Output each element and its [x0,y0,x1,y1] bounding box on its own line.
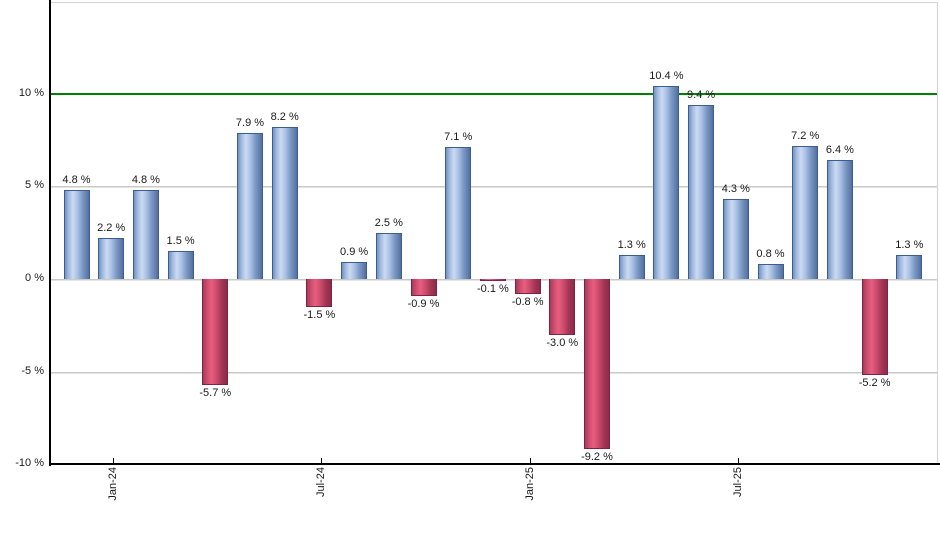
bar-value-label: 8.2 % [270,111,299,124]
gridline-shadow [50,372,937,374]
bar [688,104,715,279]
bar [98,238,125,279]
y-tick-label: 5 % [25,179,44,192]
bar [653,86,680,279]
bar-value-label: 7.2 % [791,129,820,142]
bar [237,132,263,279]
bar [792,145,819,279]
x-tick-mark [737,458,739,464]
bar [202,279,229,385]
bar-value-label: 4.8 % [62,174,91,187]
bar-value-label: 1.3 % [617,238,646,251]
bar-value-label: -0.1 % [476,283,509,295]
bar [549,279,576,335]
bar-value-label: 4.8 % [131,174,160,187]
bar [861,279,888,376]
x-tick-label: Jul-25 [731,467,744,497]
bar-value-label: 0.8 % [756,248,785,261]
y-tick-label: -10 % [15,457,44,470]
x-tick-label: Jan-25 [523,467,536,501]
x-tick-mark [529,458,531,464]
plot-area: 4.8 % 2.2 % 4.8 % 1.5 % -5.7 % 7.9 % 8.2 % -1.5… [50,2,938,465]
bar [618,254,645,279]
bar [757,264,784,279]
bar [271,127,298,279]
bar-value-label: 6.4 % [825,144,854,157]
bar-value-label: 1.5 % [166,235,195,248]
bar [341,262,368,279]
bar [584,279,610,450]
bar [375,232,402,279]
bar [63,190,90,279]
bar-value-label: -0.9 % [407,297,440,310]
bar-value-label: 2.2 % [97,222,126,235]
bar [306,279,333,307]
bar [167,251,194,279]
bar-value-label: -9.2 % [581,451,613,464]
bar-value-label: -5.2 % [858,377,891,390]
reference-line-10pct [50,92,937,95]
bar [514,279,541,294]
bar-value-label: 2.5 % [374,216,403,229]
bar [410,279,437,296]
x-tick-mark [321,458,323,464]
gridline--5 [50,371,937,373]
bar [826,160,853,279]
bar-value-label: -0.8 % [511,295,544,308]
y-axis-line [49,0,51,466]
bar-value-label: -5.7 % [199,386,232,399]
bar [445,147,472,279]
x-tick-label: Jul-24 [315,467,328,497]
bar-value-label: 9.4 % [687,88,716,101]
x-axis-line [49,463,940,465]
bar [896,254,923,279]
bar-value-label: -1.5 % [303,308,336,321]
bar-value-label: -3.0 % [546,336,579,349]
bar [132,190,159,279]
y-tick-label: 10 % [18,86,44,99]
y-tick-label: -5 % [21,364,44,377]
gridline-shadow [50,187,937,189]
gridline-5 [50,186,937,188]
bar-value-label: 7.1 % [444,131,473,144]
bar [722,199,749,279]
bar-value-label: 10.4 % [649,70,684,83]
bar-value-label: 1.3 % [895,238,924,251]
bar [479,279,506,281]
x-tick-mark [113,458,115,464]
bar-value-label: 4.3 % [721,183,750,196]
y-tick-label: 0 % [25,272,44,284]
bar-value-label: 7.9 % [235,116,265,129]
bar-value-label: 0.9 % [340,246,369,259]
x-tick-label: Jan-24 [107,467,120,501]
